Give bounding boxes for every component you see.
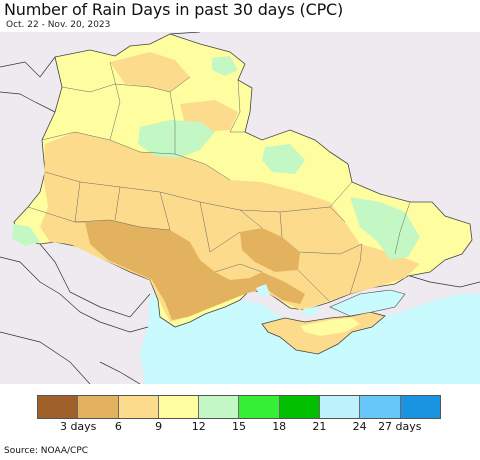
map-title: Number of Rain Days in past 30 days (CPC…	[4, 0, 344, 19]
map-svg	[0, 32, 480, 384]
legend-tick-label: 18	[272, 420, 287, 433]
zone-15-days-top	[212, 56, 238, 76]
legend-swatch-8	[360, 396, 401, 418]
legend-tick-label: 27 days	[378, 420, 422, 433]
legend-swatch-2	[118, 396, 159, 418]
coast-lakes	[256, 284, 318, 316]
zone-15-days-west	[12, 224, 40, 246]
legend-swatch-3	[158, 396, 200, 418]
legend-tick-label: 9	[155, 420, 163, 433]
legend-tick-label: 24	[352, 420, 367, 433]
zone-6-days-southwest	[85, 220, 305, 320]
oblast-borders	[27, 61, 411, 303]
zone-9-days-north	[110, 52, 190, 92]
legend-swatch-6	[279, 396, 321, 418]
legend-tick-label: 15	[232, 420, 246, 433]
date-range: Oct. 22 - Nov. 20, 2023	[6, 20, 111, 30]
source-credit: Source: NOAA/CPC	[4, 446, 89, 456]
legend-tick-label: 12	[191, 420, 206, 433]
zone-6-days-center	[240, 228, 300, 272]
azov-sea	[329, 289, 406, 317]
zone-15-days-east	[350, 197, 420, 260]
legend-tick-label: 21	[312, 420, 327, 433]
legend-swatch-0	[38, 396, 79, 418]
legend-swatch-9	[400, 396, 440, 418]
zone-15-days-north	[138, 120, 215, 158]
legend-tick-label: 3 days	[59, 420, 97, 433]
legend-swatch-4	[199, 396, 240, 418]
neighbour-borders	[0, 32, 480, 384]
rain-days-map	[0, 32, 480, 384]
crimea-yellow	[300, 318, 360, 336]
zone-15-days-northeast	[262, 144, 305, 174]
legend-swatch-7	[320, 396, 361, 418]
legend-tick-label: 6	[114, 420, 122, 433]
legend-swatch-1	[78, 396, 119, 418]
legend-ticks: 3 days 6 9 12 15 18 21 24 27 days	[0, 420, 480, 434]
color-legend	[38, 396, 440, 418]
zone-9-days-west	[40, 132, 420, 322]
legend-swatch-5	[239, 396, 280, 418]
